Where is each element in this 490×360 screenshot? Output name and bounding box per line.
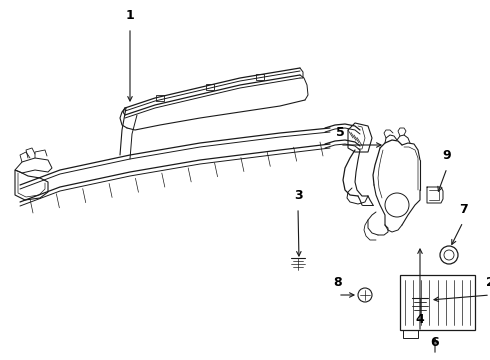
Text: 8: 8: [334, 276, 343, 289]
Text: 9: 9: [442, 149, 451, 162]
Text: 1: 1: [125, 9, 134, 22]
Text: 5: 5: [336, 126, 344, 139]
Text: 6: 6: [431, 336, 440, 349]
Text: 3: 3: [294, 189, 302, 202]
Text: 7: 7: [459, 203, 467, 216]
Text: 2: 2: [486, 276, 490, 289]
Text: 4: 4: [416, 313, 424, 326]
